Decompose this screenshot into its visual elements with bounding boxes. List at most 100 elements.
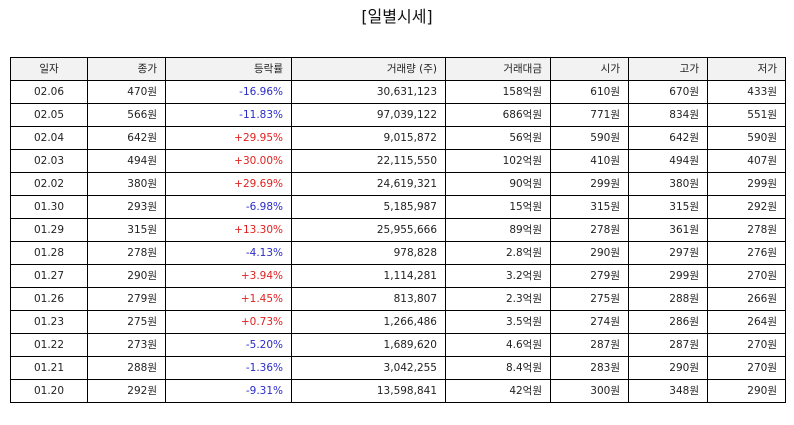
cell-close: 494원 (87, 149, 166, 173)
cell-low: 270원 (707, 264, 786, 288)
cell-low: 551원 (707, 103, 786, 127)
cell-open: 610원 (550, 80, 629, 104)
cell-volume: 9,015,872 (291, 126, 446, 150)
cell-amount: 3.5억원 (445, 310, 551, 334)
cell-low: 276원 (707, 241, 786, 265)
cell-amount: 2.3억원 (445, 287, 551, 311)
cell-high: 315원 (628, 195, 708, 219)
cell-open: 315원 (550, 195, 629, 219)
cell-open: 771원 (550, 103, 629, 127)
table-row: 01.26 279원 +1.45% 813,807 2.3억원 275원 288원 266원 (10, 287, 786, 311)
cell-high: 361원 (628, 218, 708, 242)
table-row: 02.04 642원 +29.95% 9,015,872 56억원 590원 642원 590… (10, 126, 786, 150)
cell-open: 299원 (550, 172, 629, 196)
cell-change: -11.83% (165, 103, 292, 127)
cell-change: -5.20% (165, 333, 292, 357)
table-row: 02.06 470원 -16.96% 30,631,123 158억원 610원 670원 4… (10, 80, 786, 104)
table-row: 02.02 380원 +29.69% 24,619,321 90억원 299원 380원 29… (10, 172, 786, 196)
cell-change: -1.36% (165, 356, 292, 380)
cell-high: 299원 (628, 264, 708, 288)
cell-amount: 158억원 (445, 80, 551, 104)
cell-amount: 3.2억원 (445, 264, 551, 288)
cell-high: 297원 (628, 241, 708, 265)
header-date: 일자 (10, 57, 88, 81)
cell-open: 410원 (550, 149, 629, 173)
cell-open: 290원 (550, 241, 629, 265)
cell-date: 01.26 (10, 287, 88, 311)
cell-low: 264원 (707, 310, 786, 334)
cell-date: 01.30 (10, 195, 88, 219)
cell-low: 290원 (707, 379, 786, 403)
cell-high: 288원 (628, 287, 708, 311)
cell-open: 278원 (550, 218, 629, 242)
cell-change: +29.95% (165, 126, 292, 150)
cell-open: 279원 (550, 264, 629, 288)
cell-volume: 25,955,666 (291, 218, 446, 242)
cell-volume: 30,631,123 (291, 80, 446, 104)
table-row: 01.30 293원 -6.98% 5,185,987 15억원 315원 315원 292원 (10, 195, 786, 219)
cell-low: 270원 (707, 356, 786, 380)
cell-open: 283원 (550, 356, 629, 380)
cell-low: 433원 (707, 80, 786, 104)
cell-high: 286원 (628, 310, 708, 334)
cell-date: 02.05 (10, 103, 88, 127)
header-change: 등락률 (165, 57, 292, 81)
cell-volume: 813,807 (291, 287, 446, 311)
cell-change: -9.31% (165, 379, 292, 403)
cell-close: 470원 (87, 80, 166, 104)
cell-date: 02.04 (10, 126, 88, 150)
cell-low: 292원 (707, 195, 786, 219)
cell-close: 566원 (87, 103, 166, 127)
header-close: 종가 (87, 57, 166, 81)
cell-high: 348원 (628, 379, 708, 403)
cell-volume: 978,828 (291, 241, 446, 265)
cell-close: 290원 (87, 264, 166, 288)
cell-amount: 90억원 (445, 172, 551, 196)
cell-open: 274원 (550, 310, 629, 334)
cell-date: 01.20 (10, 379, 88, 403)
cell-open: 590원 (550, 126, 629, 150)
cell-date: 01.29 (10, 218, 88, 242)
cell-high: 670원 (628, 80, 708, 104)
cell-date: 02.06 (10, 80, 88, 104)
cell-close: 380원 (87, 172, 166, 196)
cell-date: 01.22 (10, 333, 88, 357)
cell-low: 299원 (707, 172, 786, 196)
table-row: 01.29 315원 +13.30% 25,955,666 89억원 278원 361원 27… (10, 218, 786, 242)
cell-high: 642원 (628, 126, 708, 150)
cell-close: 315원 (87, 218, 166, 242)
cell-volume: 13,598,841 (291, 379, 446, 403)
cell-amount: 686억원 (445, 103, 551, 127)
cell-low: 590원 (707, 126, 786, 150)
table-header-row: 일자 종가 등락률 거래량 (주) 거래대금 시가 고가 저가 (10, 57, 786, 81)
header-open: 시가 (550, 57, 629, 81)
cell-open: 300원 (550, 379, 629, 403)
cell-volume: 1,689,620 (291, 333, 446, 357)
cell-change: +30.00% (165, 149, 292, 173)
cell-close: 292원 (87, 379, 166, 403)
cell-close: 275원 (87, 310, 166, 334)
cell-amount: 102억원 (445, 149, 551, 173)
cell-open: 275원 (550, 287, 629, 311)
cell-volume: 97,039,122 (291, 103, 446, 127)
cell-amount: 89억원 (445, 218, 551, 242)
cell-change: +29.69% (165, 172, 292, 196)
cell-volume: 24,619,321 (291, 172, 446, 196)
cell-low: 407원 (707, 149, 786, 173)
header-volume: 거래량 (주) (291, 57, 446, 81)
cell-date: 01.23 (10, 310, 88, 334)
cell-volume: 5,185,987 (291, 195, 446, 219)
cell-amount: 4.6억원 (445, 333, 551, 357)
cell-volume: 1,266,486 (291, 310, 446, 334)
cell-high: 290원 (628, 356, 708, 380)
cell-open: 287원 (550, 333, 629, 357)
page-title: [일별시세] (361, 7, 433, 26)
table-row: 01.20 292원 -9.31% 13,598,841 42억원 300원 348원 290… (10, 379, 786, 403)
cell-change: +13.30% (165, 218, 292, 242)
cell-low: 270원 (707, 333, 786, 357)
cell-change: +1.45% (165, 287, 292, 311)
cell-volume: 22,115,550 (291, 149, 446, 173)
cell-close: 273원 (87, 333, 166, 357)
cell-change: -6.98% (165, 195, 292, 219)
cell-low: 266원 (707, 287, 786, 311)
